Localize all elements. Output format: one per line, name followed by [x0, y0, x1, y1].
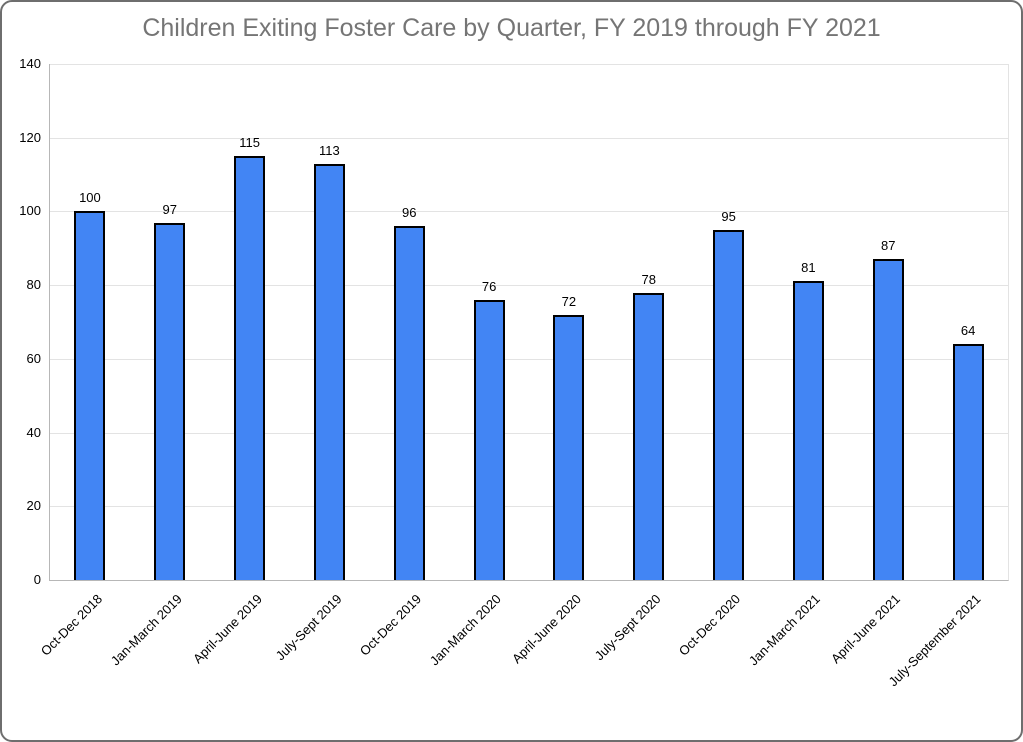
bar	[313, 163, 345, 580]
gridline	[50, 432, 1008, 434]
bar	[633, 292, 665, 580]
y-axis-tick-label: 0	[33, 572, 41, 587]
gridline	[50, 285, 1008, 287]
bar-value-label: 87	[881, 238, 896, 254]
y-axis-tick-label: 20	[26, 498, 41, 514]
bar	[713, 229, 745, 580]
bar	[473, 299, 505, 580]
bar-value-label: 78	[641, 271, 656, 287]
gridline	[50, 64, 1008, 65]
x-axis-category-label-text: July-Sept 2019	[272, 591, 345, 664]
y-axis-tick-label: 40	[26, 424, 41, 440]
x-axis-category-label-text: Jan-March 2020	[426, 591, 504, 669]
gridline	[50, 358, 1008, 360]
bar	[154, 222, 186, 580]
bar	[234, 156, 266, 580]
bar-value-label: 97	[162, 201, 177, 217]
bar	[74, 211, 106, 580]
bar-value-label: 76	[481, 278, 497, 294]
bar	[792, 281, 824, 580]
plot-area: 100 97 115 113 96 76 72 78 95 81 87 64	[49, 64, 1009, 581]
y-axis-tick-label: 80	[26, 277, 41, 293]
bar-value-label: 100	[79, 190, 101, 206]
bar	[952, 344, 984, 580]
x-axis-category-label-text: Oct-Dec 2020	[676, 591, 744, 659]
x-axis-category-label-text: Oct-Dec 2018	[37, 591, 105, 659]
x-axis-category-label-text: July-September 2021	[884, 591, 983, 690]
x-axis-category-label-text: July-Sept 2020	[591, 591, 664, 664]
x-axis-category-label-text: Oct-Dec 2019	[356, 591, 425, 659]
gridline	[50, 137, 1008, 139]
x-axis-category-label-text: Jan-March 2021	[746, 591, 824, 669]
bar	[872, 259, 904, 580]
y-axis-tick-label: 100	[19, 203, 41, 219]
x-axis-category-label-text: April-June 2019	[189, 591, 265, 667]
bar	[393, 226, 425, 580]
x-axis-category-label-text: April-June 2020	[508, 591, 584, 667]
y-axis-tick-label: 60	[26, 350, 41, 366]
bar-value-label: 95	[721, 208, 736, 224]
y-axis-tick-label: 140	[19, 56, 41, 71]
x-axis-category-label-text: Jan-March 2019	[107, 591, 185, 669]
bar-value-label: 72	[561, 293, 577, 309]
y-axis-tick-label: 120	[19, 129, 41, 145]
chart-title: Children Exiting Foster Care by Quarter,…	[142, 14, 881, 42]
gridline	[50, 506, 1008, 508]
bar-value-label: 113	[319, 142, 340, 158]
bar-value-label: 96	[402, 205, 417, 221]
gridline	[50, 211, 1008, 213]
bar	[553, 314, 585, 580]
bar-value-label: 81	[801, 260, 816, 276]
bar-value-label: 64	[960, 323, 976, 339]
bar-value-label: 115	[239, 135, 260, 151]
x-axis-category-label-text: April-June 2021	[828, 591, 904, 667]
